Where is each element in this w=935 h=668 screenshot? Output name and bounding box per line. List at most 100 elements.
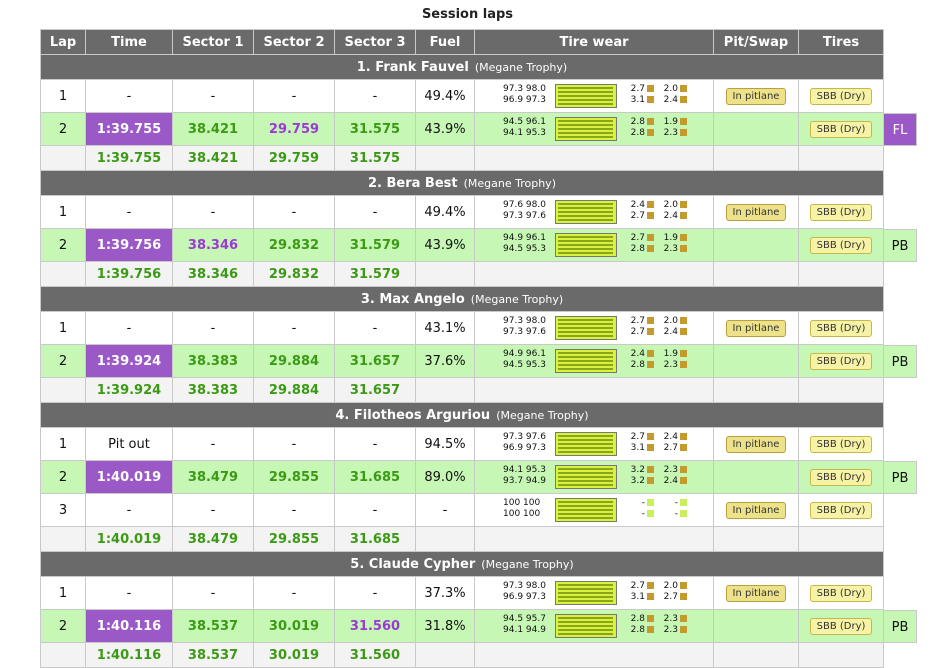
summary-blank (40, 261, 86, 287)
summary-blank (40, 642, 86, 668)
tire-temp-row: 2.7 2.4 (623, 211, 693, 222)
tire-temps: 2.7 1.9 2.8 2.3 (623, 233, 693, 255)
lap-row[interactable]: 2 1:40.019 38.479 29.855 31.685 89.0% 94.1 95.… (40, 460, 884, 494)
tire-temp-square-icon (680, 118, 687, 125)
lap-row[interactable]: 2 1:40.116 38.537 30.019 31.560 31.8% 94.5 95.… (40, 609, 884, 643)
header-pit-swap[interactable]: Pit/Swap (713, 29, 799, 55)
best-lap-time: 1:40.116 (85, 642, 173, 668)
tire-wear-bar-line (558, 356, 613, 358)
tire-temp-square-icon (647, 444, 654, 451)
tire-wear-bar-line (558, 596, 613, 598)
tire-temp-value: - (641, 498, 645, 508)
summary-blank (415, 377, 475, 403)
header-sector-2[interactable]: Sector 2 (253, 29, 335, 55)
tire-temp-value: 2.7 (630, 327, 645, 337)
tire-wear-rear: 97.3 97.6 (503, 211, 546, 221)
lap-row[interactable]: 1- - - -49.4% 97.6 98.0 97.3 97.6 2.4 2.0 2.7 2.4… (40, 195, 884, 229)
lap-row[interactable]: 1- - - -37.3% 97.3 98.0 96.9 97.3 2.7 2.0 3.1 2.7… (40, 576, 884, 610)
lap-row[interactable]: 3- - - - -100 100 100 100- - - - In pitlane SBB (D… (40, 493, 884, 527)
in-pitlane-badge: In pitlane (725, 435, 787, 453)
tire-compound-badge: SBB (Dry) (809, 435, 873, 453)
header-tire-wear[interactable]: Tire wear (474, 29, 714, 55)
tire-compound-badge: SBB (Dry) (809, 352, 873, 370)
tire-wear-cell: 97.6 98.0 97.3 97.6 2.4 2.0 2.7 2.4 (474, 195, 714, 229)
tire-temp-value: 3.1 (630, 592, 645, 602)
tire-wear-bar-line (558, 517, 613, 519)
tire-wear-bar-line (558, 509, 613, 511)
tire-temps: 2.7 2.0 2.7 2.4 (623, 316, 693, 338)
header-lap[interactable]: Lap (40, 29, 86, 55)
tire-temps: 2.8 2.3 2.8 2.3 (623, 614, 693, 636)
tire-temp-row: 2.7 2.4 (623, 432, 693, 443)
tire-wear-bar-line (558, 443, 613, 445)
tire-wear-rear: 100 100 (503, 509, 541, 519)
lap-number: 2 (40, 609, 86, 643)
driver-header: 3. Max Angelo (Megane Trophy) (40, 286, 884, 312)
lap-row[interactable]: 2 1:39.924 38.383 29.884 31.657 37.6% 94.9 96.… (40, 344, 884, 378)
tire-wear-block: 94.5 96.1 94.1 95.3 2.8 1.9 2.8 2.3 (476, 114, 713, 144)
tire-temp-value: 3.1 (630, 95, 645, 105)
tire-temp-square-icon (680, 212, 687, 219)
lap-row[interactable]: 1- - - -43.1% 97.3 98.0 97.3 97.6 2.7 2.0 2.7 2.4… (40, 311, 884, 345)
lap-row[interactable]: 1 Pit out - - -94.5% 97.3 97.6 96.9 97.3 2.7 2.4… (40, 427, 884, 461)
tire-wear-bar-line (558, 91, 613, 93)
tire-temp-square-icon (680, 96, 687, 103)
tire-temp-row: 2.8 2.3 (623, 360, 693, 371)
tire-wear-front: 97.3 98.0 (503, 581, 546, 591)
best-sector-3: 31.560 (334, 642, 416, 668)
pit-swap-cell (713, 344, 799, 378)
sector-1-time: 38.421 (172, 112, 254, 146)
tire-temp-square-icon (647, 317, 654, 324)
header-sector-3[interactable]: Sector 3 (334, 29, 416, 55)
tire-temp-square-icon (680, 615, 687, 622)
tire-wear-bar (555, 233, 617, 257)
tire-temp-value: 2.3 (663, 465, 678, 475)
tire-temp-square-icon (647, 433, 654, 440)
pit-swap-cell (713, 460, 799, 494)
lap-row[interactable]: 2 1:39.755 38.421 29.759 31.575 43.9% 94.5 96.… (40, 112, 884, 146)
tire-wear-bar-line (558, 124, 613, 126)
best-sector-3: 31.657 (334, 377, 416, 403)
tire-temp-row: 2.8 2.3 (623, 614, 693, 625)
header-fuel[interactable]: Fuel (415, 29, 475, 55)
session-laps-table: Lap Time Sector 1 Sector 2 Sector 3 Fuel… (40, 29, 884, 668)
driver-best-row: 1:39.756 38.346 29.832 31.579 (40, 261, 884, 287)
driver-header: 1. Frank Fauvel (Megane Trophy) (40, 54, 884, 80)
lap-time: - (85, 493, 173, 527)
header-sector-1[interactable]: Sector 1 (172, 29, 254, 55)
in-pitlane-badge: In pitlane (725, 584, 787, 602)
tire-temp-square-icon (680, 85, 687, 92)
lap-number: 2 (40, 344, 86, 378)
tire-wear-bar-line (558, 252, 613, 254)
tire-temp-square-icon (680, 361, 687, 368)
header-tires[interactable]: Tires (798, 29, 884, 55)
tire-temp-row: 2.7 2.0 (623, 84, 693, 95)
tires-cell: SBB (Dry) (798, 427, 884, 461)
tire-wear-rear: 96.9 97.3 (503, 592, 546, 602)
lap-row[interactable]: 1- - - -49.4% 97.3 98.0 96.9 97.3 2.7 2.0 3.1 2.4… (40, 79, 884, 113)
best-sector-1: 38.537 (172, 642, 254, 668)
tires-cell: SBB (Dry) (798, 311, 884, 345)
tire-temp-square-icon (647, 201, 654, 208)
tire-temp-value: 3.2 (630, 465, 645, 475)
tire-wear-rear: 94.1 95.3 (503, 128, 546, 138)
tire-temp-square-icon (680, 499, 687, 506)
tire-temp-square-icon (647, 361, 654, 368)
summary-blank (415, 642, 475, 668)
sector-2-time: - (253, 576, 335, 610)
lap-tag: PB (883, 609, 917, 643)
tire-wear-bar-line (558, 633, 613, 635)
pit-swap-cell: In pitlane (713, 195, 799, 229)
tire-wear-block: 97.6 98.0 97.3 97.6 2.4 2.0 2.7 2.4 (476, 197, 713, 227)
tire-wear-bar-line (558, 447, 613, 449)
tire-wear-front: 97.3 98.0 (503, 316, 546, 326)
tire-wear-bar (555, 316, 617, 340)
header-time[interactable]: Time (85, 29, 173, 55)
lap-row[interactable]: 2 1:39.756 38.346 29.832 31.579 43.9% 94.9 96.… (40, 228, 884, 262)
best-sector-2: 29.855 (253, 526, 335, 552)
tire-compound-badge: SBB (Dry) (809, 120, 873, 138)
summary-blank (713, 261, 799, 287)
tire-wear-bar-line (558, 248, 613, 250)
lap-number: 1 (40, 427, 86, 461)
driver-name: 4. Filotheos Arguriou (335, 407, 491, 423)
